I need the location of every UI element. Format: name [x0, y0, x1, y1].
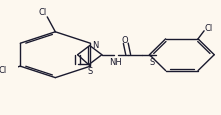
Text: S: S: [87, 66, 92, 75]
Text: Cl: Cl: [204, 24, 213, 33]
Text: S: S: [150, 57, 155, 66]
Text: N: N: [92, 41, 99, 50]
Text: Cl: Cl: [0, 66, 7, 74]
Text: NH: NH: [109, 57, 121, 66]
Text: Cl: Cl: [38, 8, 46, 17]
Text: O: O: [122, 36, 128, 45]
